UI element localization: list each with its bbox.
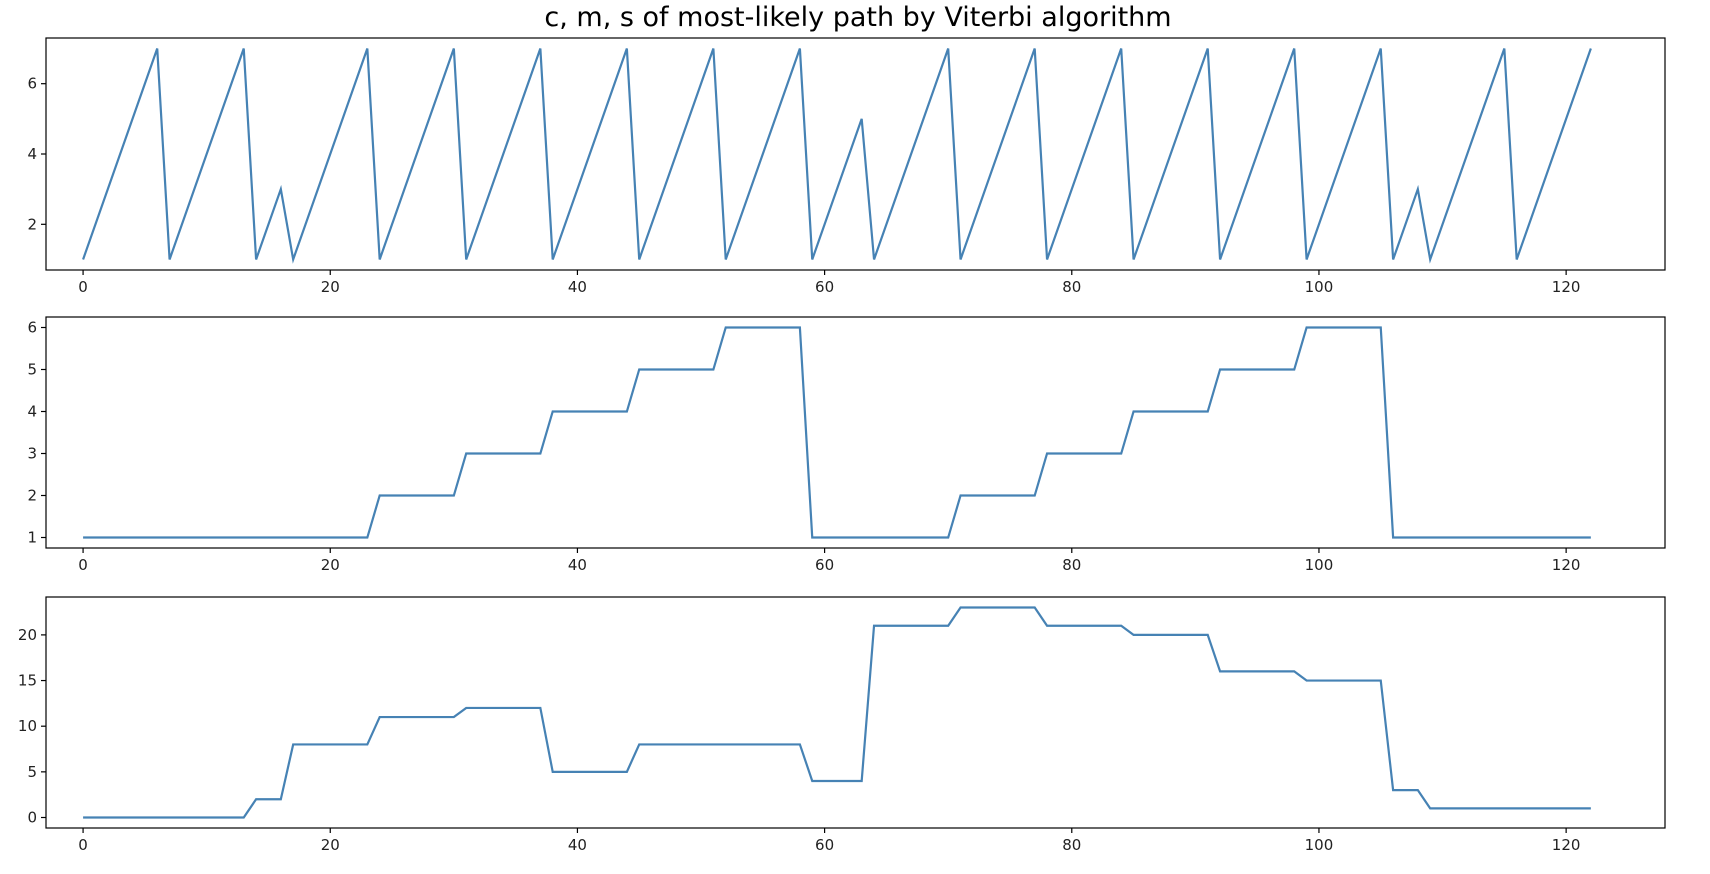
- x-tick-label-middle-120: 120: [1552, 556, 1581, 574]
- x-tick-label-top-60: 60: [815, 278, 834, 296]
- axes-frame-middle: [45, 316, 1666, 549]
- x-tick-label-middle-60: 60: [815, 556, 834, 574]
- x-tick-label-bottom-100: 100: [1305, 836, 1334, 854]
- x-tick-label-bottom-120: 120: [1552, 836, 1581, 854]
- subplot-bottom: 0 20 40 60 80 100 120 0 5 10 15 20: [18, 596, 1666, 854]
- subplot-middle: 0 20 40 60 80 100 120 1 2 3 4 5 6: [27, 316, 1666, 574]
- y-tick-label-bottom-20: 20: [18, 626, 37, 644]
- series-line-bottom-0: [83, 606, 1591, 819]
- y-tick-label-middle-6: 6: [27, 319, 37, 337]
- y-tick-label-top-6: 6: [27, 75, 37, 93]
- x-tick-label-middle-80: 80: [1062, 556, 1081, 574]
- x-tick-label-bottom-60: 60: [815, 836, 834, 854]
- x-tick-label-top-20: 20: [321, 278, 340, 296]
- y-tick-label-bottom-10: 10: [18, 717, 37, 735]
- y-tick-label-top-2: 2: [27, 215, 37, 233]
- y-tick-label-middle-1: 1: [27, 529, 37, 547]
- x-tick-label-middle-20: 20: [321, 556, 340, 574]
- x-tick-label-middle-100: 100: [1305, 556, 1334, 574]
- x-tick-label-top-120: 120: [1552, 278, 1581, 296]
- x-tick-label-top-100: 100: [1305, 278, 1334, 296]
- y-tick-label-bottom-15: 15: [18, 672, 37, 690]
- y-tick-label-top-4: 4: [27, 145, 37, 163]
- x-tick-label-bottom-0: 0: [78, 836, 88, 854]
- x-tick-label-bottom-80: 80: [1062, 836, 1081, 854]
- x-tick-label-middle-0: 0: [78, 556, 88, 574]
- y-tick-label-middle-3: 3: [27, 445, 37, 463]
- y-tick-label-bottom-5: 5: [27, 763, 37, 781]
- subplot-top: 0 20 40 60 80 100 120 2 4 6: [27, 37, 1666, 296]
- figure-title: c, m, s of most-likely path by Viterbi a…: [544, 2, 1171, 33]
- axes-frame-bottom: [45, 596, 1666, 829]
- y-tick-label-middle-2: 2: [27, 487, 37, 505]
- y-tick-label-bottom-0: 0: [27, 809, 37, 827]
- x-tick-label-bottom-20: 20: [321, 836, 340, 854]
- x-tick-label-top-0: 0: [78, 278, 88, 296]
- series-line-top-0: [82, 48, 1592, 264]
- x-tick-label-top-80: 80: [1062, 278, 1081, 296]
- y-tick-label-middle-5: 5: [27, 361, 37, 379]
- x-tick-label-middle-40: 40: [568, 556, 587, 574]
- x-tick-label-top-40: 40: [568, 278, 587, 296]
- x-tick-label-bottom-40: 40: [568, 836, 587, 854]
- y-tick-label-middle-4: 4: [27, 403, 37, 421]
- series-line-middle-0: [83, 326, 1591, 539]
